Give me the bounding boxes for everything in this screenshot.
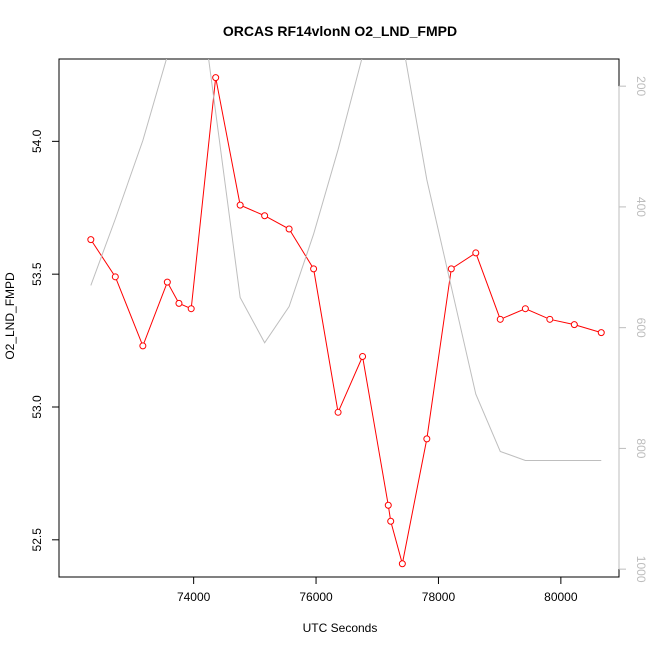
y2-tick-label: 200	[634, 76, 648, 96]
data-point	[163, 278, 171, 286]
secondary-y-axis: 200 400 600 800 1000	[618, 76, 648, 583]
y2-tick-label: 400	[634, 197, 648, 217]
y-axis: 52.5 53.0 53.5 54.0	[30, 129, 60, 552]
x-axis: 74000 76000 78000 80000	[177, 576, 578, 604]
data-point	[175, 299, 183, 307]
data-point	[570, 321, 578, 329]
data-point	[472, 249, 480, 257]
data-point	[359, 353, 367, 361]
y-tick-label: 52.5	[30, 528, 44, 552]
secondary-series-line	[90, 59, 602, 461]
y2-tick-label: 800	[634, 438, 648, 458]
data-point	[521, 305, 529, 313]
data-point	[285, 225, 293, 233]
data-point	[423, 435, 431, 443]
x-tick-label: 76000	[299, 590, 333, 604]
data-point	[236, 201, 244, 209]
x-tick-label: 78000	[422, 590, 456, 604]
x-axis-label: UTC Seconds	[303, 621, 378, 635]
series-layer	[87, 59, 605, 568]
data-point	[447, 265, 455, 273]
y-tick-label: 53.0	[30, 395, 44, 419]
data-point	[212, 74, 220, 82]
x-tick-label: 74000	[177, 590, 211, 604]
y-tick-label: 53.5	[30, 262, 44, 286]
x-tick-label: 80000	[544, 590, 578, 604]
data-point	[387, 517, 395, 525]
y2-tick-label: 600	[634, 318, 648, 338]
chart-title: ORCAS RF14vlonN O2_LND_FMPD	[223, 23, 457, 39]
data-point	[384, 501, 392, 509]
primary-series-line	[90, 77, 602, 564]
data-point	[261, 212, 269, 220]
data-point	[334, 408, 342, 416]
data-point	[398, 560, 406, 568]
plot-frame	[58, 58, 620, 578]
data-point	[139, 342, 147, 350]
data-point	[187, 305, 195, 313]
data-point	[87, 236, 95, 244]
y-axis-label: O2_LND_FMPD	[3, 272, 17, 360]
data-point	[546, 315, 554, 323]
y-tick-label: 54.0	[30, 129, 44, 153]
data-point	[496, 315, 504, 323]
data-point	[111, 273, 119, 281]
data-point	[310, 265, 318, 273]
y2-tick-label: 1000	[634, 556, 648, 583]
data-point	[597, 329, 605, 337]
